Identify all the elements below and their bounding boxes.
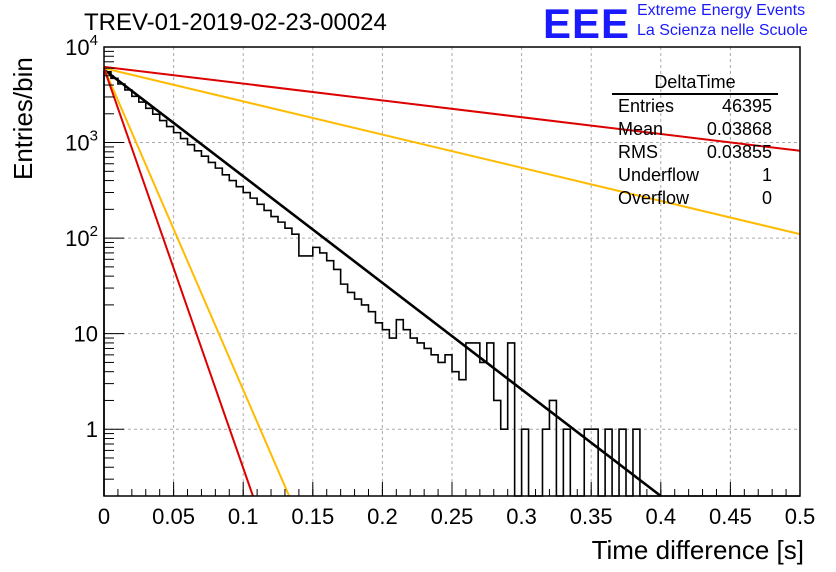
x-tick-label: 0.15 bbox=[291, 504, 334, 529]
histogram-deltatime bbox=[103, 71, 800, 497]
stats-label: Entries bbox=[618, 96, 675, 116]
stats-value: 0.03855 bbox=[706, 142, 772, 162]
axis-ticks: 0 0.05 0.1 0.15 0.2 0.25 0.3 0.35 0.4 0.45 0.51101… bbox=[65, 32, 815, 529]
series-line-red-fast bbox=[103, 67, 254, 497]
x-tick-label: 0.2 bbox=[367, 504, 398, 529]
stats-box: DeltaTime Entries 46395 Mean 0.03868 RMS… bbox=[612, 72, 778, 210]
x-tick-label: 0.3 bbox=[506, 504, 537, 529]
stats-row-rms: RMS 0.03855 bbox=[612, 141, 778, 164]
eee-logo: EEE bbox=[543, 0, 631, 47]
stats-title: DeltaTime bbox=[612, 72, 778, 95]
x-tick-label: 0.5 bbox=[785, 504, 816, 529]
stats-row-underflow: Underflow 1 bbox=[612, 164, 778, 187]
x-axis-label: Time difference [s] bbox=[591, 535, 804, 565]
y-tick-label: 102 bbox=[65, 223, 98, 251]
x-tick-label: 0 bbox=[98, 504, 110, 529]
stats-row-entries: Entries 46395 bbox=[612, 95, 778, 118]
stats-value: 46395 bbox=[721, 96, 772, 116]
x-tick-label: 0.25 bbox=[431, 504, 474, 529]
x-tick-label: 0.1 bbox=[228, 504, 259, 529]
x-tick-label: 0.45 bbox=[709, 504, 752, 529]
stats-row-mean: Mean 0.03868 bbox=[612, 118, 778, 141]
x-tick-label: 0.35 bbox=[570, 504, 613, 529]
stats-label: Overflow bbox=[618, 188, 690, 208]
chart-title: TREV-01-2019-02-23-00024 bbox=[84, 9, 387, 36]
chart-series bbox=[103, 65, 801, 498]
stats-label: Mean bbox=[618, 119, 664, 139]
stats-label: Underflow bbox=[618, 165, 700, 185]
series-line-orange-slow bbox=[103, 67, 801, 236]
grid-lines bbox=[104, 47, 800, 496]
stats-label: RMS bbox=[618, 142, 658, 162]
y-axis-label: Entries/bin bbox=[8, 57, 38, 180]
stats-row-overflow: Overflow 0 bbox=[612, 187, 778, 210]
stats-value: 0 bbox=[761, 188, 772, 208]
y-tick-label: 10 bbox=[74, 322, 98, 347]
y-tick-label: 103 bbox=[65, 128, 98, 156]
series-line-red-slow bbox=[103, 65, 801, 152]
logo-line-1: Extreme Energy Events bbox=[637, 2, 806, 19]
x-tick-label: 0.4 bbox=[646, 504, 677, 529]
x-tick-label: 0.05 bbox=[152, 504, 195, 529]
series-line-orange-fast bbox=[103, 67, 291, 497]
y-tick-label: 1 bbox=[86, 417, 98, 442]
y-tick-label: 104 bbox=[65, 32, 98, 60]
series-line-fit bbox=[103, 68, 662, 498]
stats-value: 1 bbox=[761, 165, 772, 185]
stats-value: 0.03868 bbox=[706, 119, 772, 139]
logo-line-2: La Scienza nelle Scuole bbox=[637, 22, 808, 39]
